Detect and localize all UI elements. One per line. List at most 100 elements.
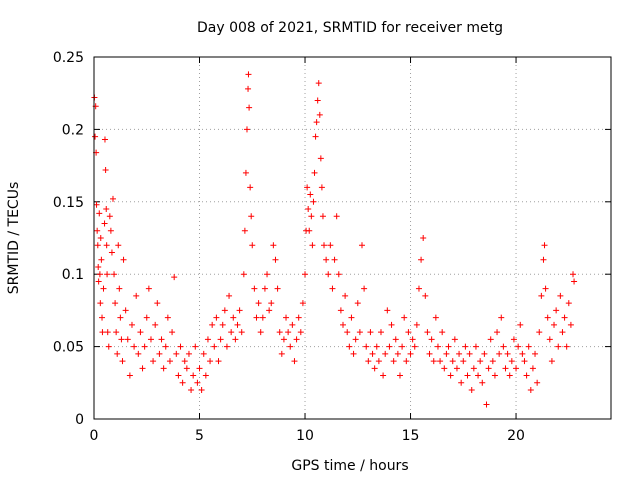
data-point (411, 343, 418, 350)
data-point (228, 329, 235, 336)
data-point (94, 227, 101, 234)
data-point (307, 191, 314, 198)
data-point (101, 136, 108, 143)
data-point (295, 314, 302, 321)
data-point (181, 358, 188, 365)
data-point (313, 119, 320, 126)
data-point (261, 285, 268, 292)
data-point (356, 329, 363, 336)
data-point (515, 343, 522, 350)
data-point (306, 227, 313, 234)
data-point (137, 329, 144, 336)
data-point (426, 350, 433, 357)
data-point (145, 285, 152, 292)
data-point (241, 227, 248, 234)
data-point (403, 358, 410, 365)
data-point (498, 314, 505, 321)
data-point (565, 300, 572, 307)
data-point (344, 329, 351, 336)
data-point (131, 343, 138, 350)
data-point (563, 343, 570, 350)
data-point (117, 314, 124, 321)
data-point (496, 350, 503, 357)
data-point (112, 300, 119, 307)
data-point (124, 336, 131, 343)
data-point (315, 80, 322, 87)
data-point (264, 271, 271, 278)
data-point (160, 365, 167, 372)
data-point (236, 307, 243, 314)
data-point (557, 292, 564, 299)
data-point (546, 336, 553, 343)
data-point (561, 314, 568, 321)
data-point (285, 329, 292, 336)
data-point (434, 343, 441, 350)
data-point (101, 220, 108, 227)
data-point (321, 242, 328, 249)
data-point (504, 350, 511, 357)
data-point (540, 256, 547, 263)
data-point (441, 365, 448, 372)
data-point (173, 350, 180, 357)
data-point (293, 336, 300, 343)
data-point (116, 285, 123, 292)
data-point (226, 292, 233, 299)
data-point (555, 343, 562, 350)
data-point (115, 242, 122, 249)
data-point (409, 336, 416, 343)
data-point (150, 358, 157, 365)
data-point (309, 242, 316, 249)
data-point (453, 365, 460, 372)
data-point (534, 379, 541, 386)
data-point (386, 343, 393, 350)
data-point (113, 329, 120, 336)
data-point (510, 336, 517, 343)
data-point (221, 307, 228, 314)
data-point (487, 336, 494, 343)
data-point (114, 350, 121, 357)
data-point (536, 329, 543, 336)
data-point (401, 314, 408, 321)
data-point (247, 184, 254, 191)
data-point (325, 271, 332, 278)
grid-lines (94, 57, 611, 419)
data-point (126, 372, 133, 379)
data-point (219, 321, 226, 328)
data-point (380, 372, 387, 379)
data-point (185, 350, 192, 357)
y-tick-label: 0.2 (62, 122, 84, 138)
data-point (164, 314, 171, 321)
data-point (266, 307, 273, 314)
data-point (369, 350, 376, 357)
data-point (437, 358, 444, 365)
data-point (95, 278, 102, 285)
data-point (128, 321, 135, 328)
data-point (327, 242, 334, 249)
plot-frame (93, 56, 612, 420)
data-point (329, 285, 336, 292)
data-point (243, 126, 250, 133)
data-point (299, 300, 306, 307)
data-point (394, 350, 401, 357)
axis-ticks: 0 5 10 15 20 0 0.05 0.1 0.15 0.2 0.25 (53, 50, 611, 444)
data-point (209, 321, 216, 328)
data-point (377, 329, 384, 336)
data-point (384, 307, 391, 314)
data-point (99, 329, 106, 336)
data-point (464, 372, 471, 379)
data-point (194, 379, 201, 386)
y-tick-label: 0.1 (62, 267, 84, 283)
data-point (399, 343, 406, 350)
data-point (335, 271, 342, 278)
data-point (154, 300, 161, 307)
data-point (553, 307, 560, 314)
data-point (350, 350, 357, 357)
data-point (259, 314, 266, 321)
y-tick-label: 0.05 (53, 340, 84, 356)
data-point (103, 242, 110, 249)
data-point (340, 321, 347, 328)
data-point (248, 213, 255, 220)
data-point (443, 350, 450, 357)
data-point (316, 111, 323, 118)
data-point (317, 155, 324, 162)
